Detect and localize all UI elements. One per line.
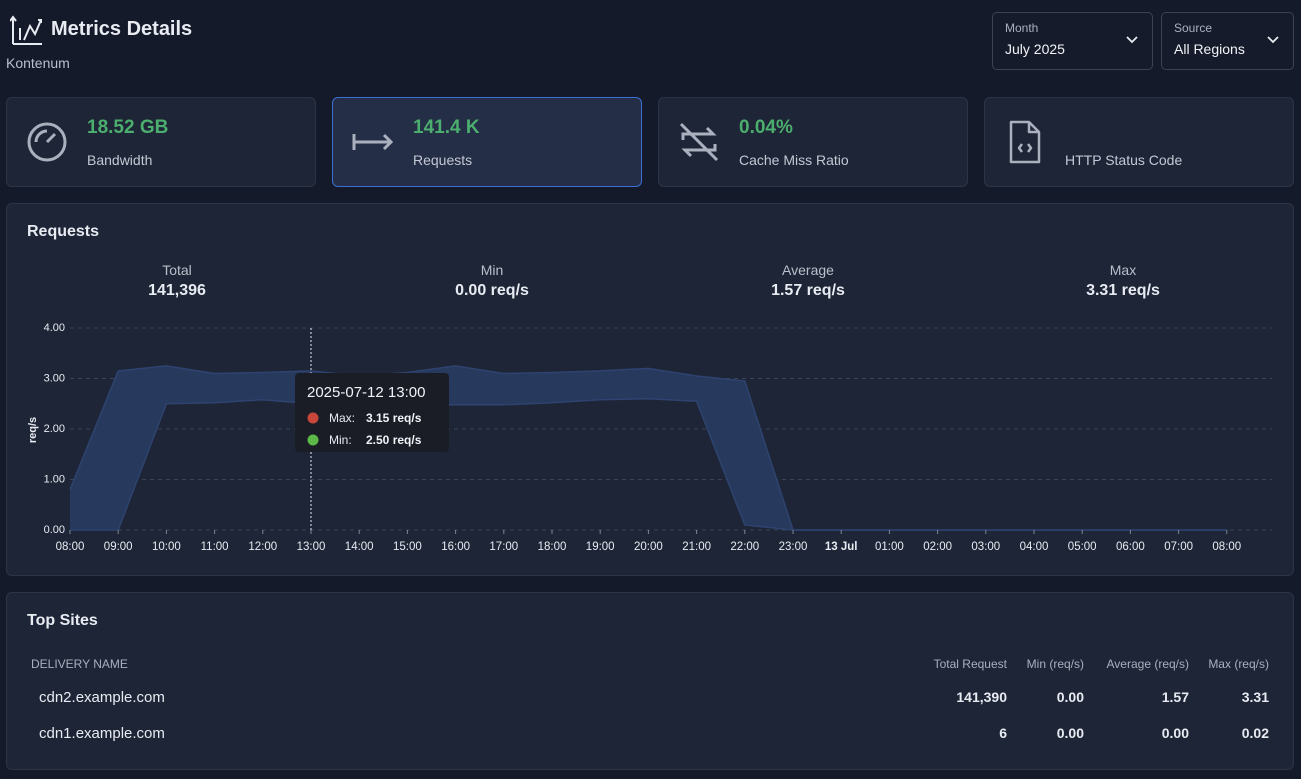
tooltip-value: 3.15 req/s — [366, 411, 422, 425]
table-cell: 1.57 — [1161, 689, 1189, 705]
filter-value: All Regions — [1174, 41, 1245, 57]
x-tick-label: 11:00 — [201, 541, 229, 553]
panel-title: Top Sites — [27, 612, 98, 629]
x-tick-label: 23:00 — [779, 541, 808, 553]
gauge-icon — [27, 122, 67, 162]
tooltip-dot — [307, 434, 319, 446]
y-tick-label: 0.00 — [44, 524, 65, 536]
stat: Min 0.00 req/s — [372, 262, 612, 300]
stat-value: 141,396 — [148, 282, 206, 299]
page-subtitle: Kontenum — [6, 55, 70, 71]
card-label: Requests — [413, 152, 473, 168]
x-tick-label: 07:00 — [1164, 541, 1193, 553]
column-header: Max (req/s) — [1208, 657, 1269, 671]
x-tick-label: 09:00 — [104, 541, 133, 553]
tooltip-dot — [307, 412, 319, 424]
range-band — [70, 365, 1227, 530]
filter-label: Month — [1005, 21, 1039, 35]
y-axis-label: req/s — [27, 417, 39, 443]
arrow-icon — [352, 133, 394, 151]
stat-label: Average — [782, 262, 834, 278]
table-cell: 0.00 — [1056, 689, 1084, 705]
x-tick-label: 18:00 — [538, 541, 567, 553]
stat-label: Total — [162, 262, 192, 278]
stat: Max 3.31 req/s — [1003, 262, 1243, 300]
x-tick-label: 13:00 — [297, 541, 326, 553]
column-header: Min (req/s) — [1026, 657, 1084, 671]
requests-chart: req/s 0.00 1.00 2.00 3.00 4.00 08:00 09:00 10:0… — [27, 322, 1272, 553]
y-tick-label: 3.00 — [44, 372, 65, 384]
stat: Average 1.57 req/s — [688, 262, 928, 300]
cache-card[interactable]: 0.04% Cache Miss Ratio — [658, 97, 968, 187]
filter-value: July 2025 — [1005, 41, 1065, 57]
filter-label: Source — [1174, 21, 1213, 35]
table-cell: 6 — [999, 725, 1007, 741]
table-cell: 0.00 — [1056, 725, 1084, 741]
month-filter[interactable]: Month July 2025 — [992, 12, 1153, 70]
tooltip-value: 2.50 req/s — [366, 433, 422, 447]
card-value: 141.4 K — [413, 117, 480, 138]
table-cell: 141,390 — [956, 689, 1007, 705]
x-tick-label: 02:00 — [923, 541, 952, 553]
stat-value: 1.57 req/s — [771, 282, 845, 299]
panel-title: Requests — [27, 223, 100, 240]
column-header: DELIVERY NAME — [31, 657, 128, 671]
column-header: Average (req/s) — [1106, 657, 1189, 671]
table-cell: 0.02 — [1241, 725, 1269, 741]
x-tick-label: 14:00 — [345, 541, 374, 553]
page-title: Metrics Details — [51, 18, 193, 40]
x-tick-label: 17:00 — [489, 541, 518, 553]
series-edge — [70, 397, 1227, 531]
tooltip-label: Min: — [329, 433, 352, 447]
x-tick-label: 04:00 — [1020, 541, 1049, 553]
card-value: 0.04% — [739, 117, 793, 138]
card-label: Cache Miss Ratio — [739, 152, 849, 168]
bandwidth-card[interactable]: 18.52 GB Bandwidth — [6, 97, 316, 187]
requests-card[interactable]: 141.4 K Requests — [332, 97, 642, 187]
column-header: Total Request — [933, 657, 1007, 671]
x-tick-label: 06:00 — [1116, 541, 1145, 553]
y-tick-label: 2.00 — [44, 423, 65, 435]
card-label: HTTP Status Code — [1065, 152, 1183, 168]
x-tick-label: 03:00 — [971, 541, 1000, 553]
x-tick-label: 13 Jul — [825, 541, 858, 553]
repeat-off-icon — [679, 122, 719, 162]
x-tick-label: 10:00 — [152, 541, 181, 553]
status-card[interactable]: HTTP Status Code — [984, 97, 1294, 187]
stat: Total 141,396 — [57, 262, 297, 300]
x-tick-label: 08:00 — [56, 541, 85, 553]
stat-label: Max — [1109, 262, 1137, 278]
x-tick-label: 16:00 — [441, 541, 470, 553]
stat-value: 3.31 req/s — [1086, 282, 1160, 299]
site-name: cdn1.example.com — [39, 725, 165, 742]
source-filter[interactable]: Source All Regions — [1161, 12, 1294, 70]
tooltip-title: 2025-07-12 13:00 — [307, 384, 425, 401]
x-tick-label: 22:00 — [730, 541, 759, 553]
chevron — [1126, 36, 1138, 44]
x-tick-label: 05:00 — [1068, 541, 1097, 553]
x-tick-label: 21:00 — [682, 541, 711, 553]
y-tick-label: 1.00 — [44, 473, 65, 485]
x-tick-label: 19:00 — [586, 541, 615, 553]
x-tick-label: 01:00 — [875, 541, 904, 553]
x-tick-label: 12:00 — [248, 541, 277, 553]
y-tick-label: 4.00 — [44, 322, 65, 334]
file-code-icon — [1009, 120, 1041, 164]
card-label: Bandwidth — [87, 152, 153, 168]
top-sites-panel — [6, 592, 1294, 770]
x-tick-label: 08:00 — [1212, 541, 1241, 553]
stat-label: Min — [480, 262, 504, 278]
x-tick-label: 20:00 — [634, 541, 663, 553]
tooltip — [295, 373, 449, 452]
card-value: 18.52 GB — [87, 117, 169, 138]
app-icon — [10, 15, 42, 45]
site-name: cdn2.example.com — [39, 689, 165, 706]
x-tick-label: 15:00 — [393, 541, 422, 553]
table-cell: 3.31 — [1241, 689, 1269, 705]
table-cell: 0.00 — [1161, 725, 1189, 741]
stat-value: 0.00 req/s — [455, 282, 529, 299]
chevron — [1267, 36, 1279, 44]
tooltip-label: Max: — [329, 411, 355, 425]
